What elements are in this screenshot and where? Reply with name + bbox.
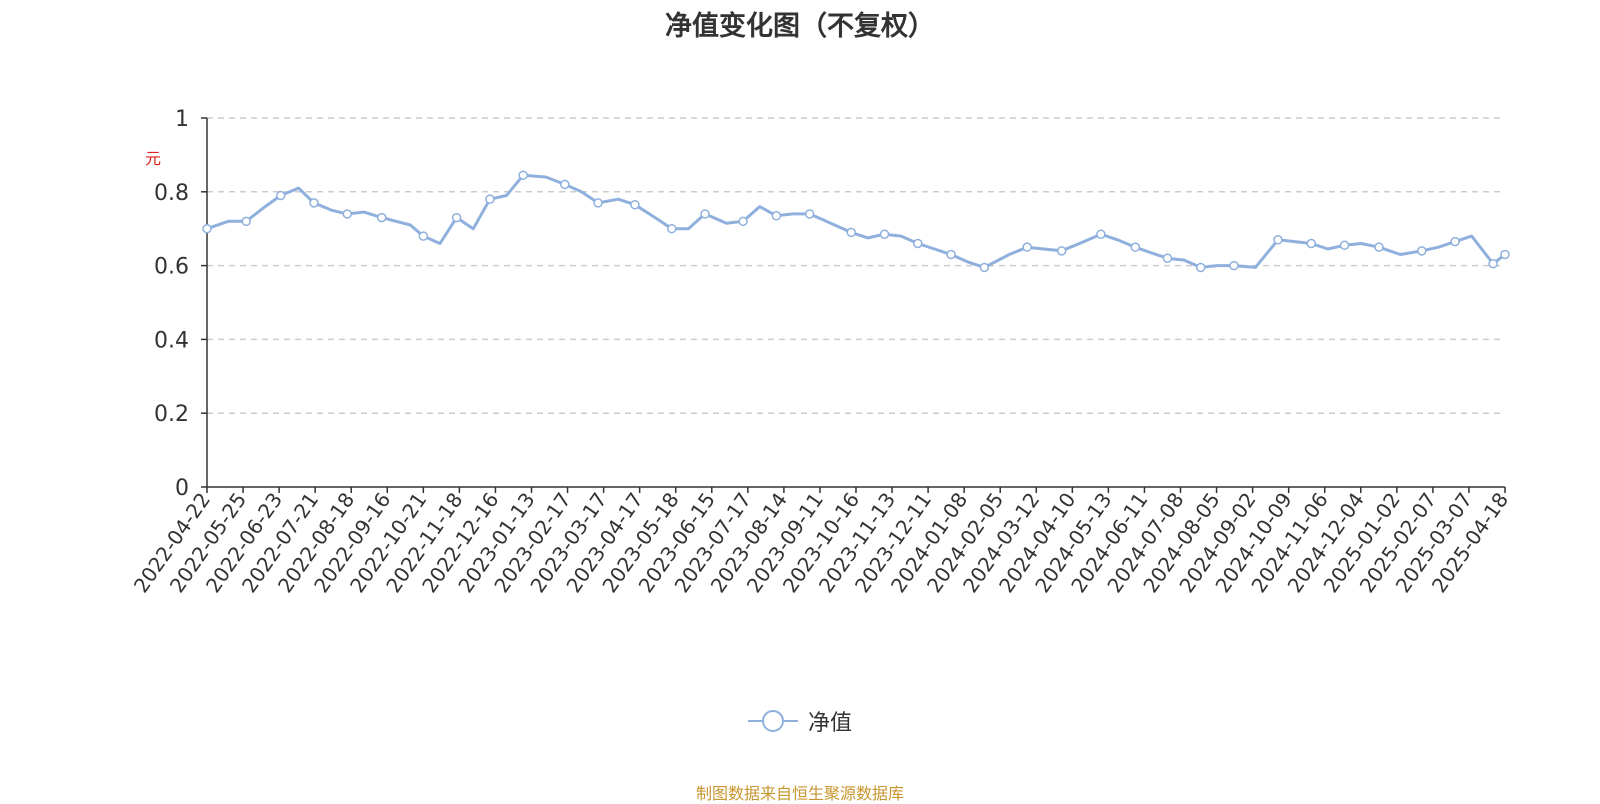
y-tick-label: 0.6 [154, 255, 189, 280]
data-point [1417, 246, 1427, 256]
data-point [667, 223, 677, 234]
chart-title: 净值变化图（不复权） [665, 11, 935, 42]
data-point [451, 212, 462, 223]
y-axis-unit-label: 元 [142, 150, 161, 166]
source-note: 制图数据来自恒生聚源数据库 [695, 784, 904, 803]
data-point [979, 262, 990, 273]
data-point [342, 209, 353, 219]
data-point [418, 231, 429, 241]
data-point [1374, 242, 1384, 252]
legend-series-marker-icon [747, 710, 798, 732]
series-line [206, 173, 1506, 269]
legend[interactable]: 净值 [0, 705, 1600, 737]
data-point [879, 229, 890, 239]
data-point [241, 216, 251, 227]
y-tick-label: 0.4 [154, 328, 189, 353]
legend-label: 净值 [807, 711, 852, 736]
data-point [1500, 249, 1510, 260]
data-point [1306, 238, 1317, 249]
data-point [1450, 236, 1460, 247]
data-point [946, 249, 956, 260]
data-point [1273, 235, 1283, 245]
data-point [700, 209, 710, 219]
data-point [738, 216, 748, 227]
data-point [1096, 229, 1106, 239]
data-point [309, 198, 319, 208]
line-chart: 00.20.40.60.812022-04-222022-05-252022-0… [129, 107, 1513, 597]
data-point [1056, 246, 1067, 256]
y-tick-label: 0.2 [154, 402, 189, 427]
data-point [518, 170, 528, 180]
y-tick-label: 0.8 [154, 181, 189, 206]
data-point [846, 227, 856, 238]
data-point [1130, 242, 1141, 252]
data-point [1162, 253, 1173, 263]
y-tick-label: 0 [175, 476, 189, 501]
data-point [771, 211, 782, 221]
data-point [593, 198, 603, 208]
data-point [1488, 259, 1498, 269]
data-point [485, 194, 495, 204]
data-point [804, 209, 815, 219]
data-point [1229, 260, 1239, 271]
data-point [1195, 262, 1206, 273]
data-point [202, 223, 212, 234]
y-tick-label: 1 [175, 107, 189, 132]
data-point [630, 199, 640, 210]
data-point [560, 179, 570, 190]
data-point [376, 212, 387, 223]
data-point [913, 238, 923, 249]
data-point [1339, 240, 1350, 251]
data-point [275, 190, 286, 201]
data-point [1022, 242, 1032, 252]
